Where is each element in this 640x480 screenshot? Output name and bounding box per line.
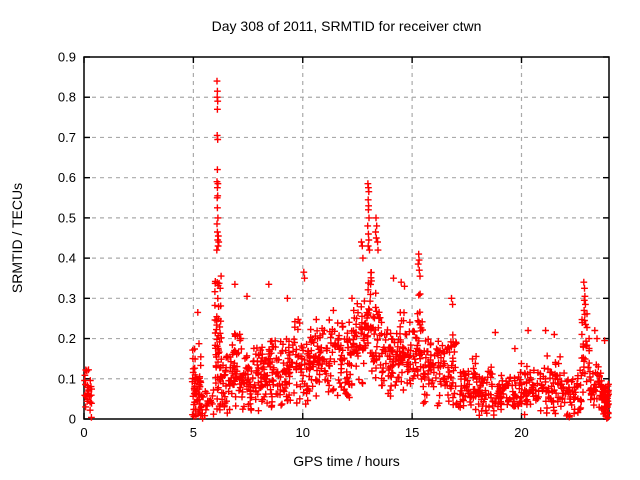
y-tick-label: 0.5 bbox=[58, 210, 76, 225]
y-tick-label: 0.9 bbox=[58, 50, 76, 65]
srmtid-scatter-path bbox=[81, 77, 612, 422]
plot-border bbox=[83, 56, 610, 420]
y-tick-label: 0.8 bbox=[58, 90, 76, 105]
x-tick-label: 0 bbox=[80, 425, 87, 440]
tick-labels: 0 5 10 15 20 0 0.1 0.2 0.3 0.4 0.5 0.6 0.7 0.8 0.9 bbox=[58, 50, 529, 441]
chart-title: Day 308 of 2011, SRMTID for receiver ctw… bbox=[211, 18, 482, 34]
y-tick-label: 0.4 bbox=[58, 251, 76, 266]
tick-marks bbox=[83, 56, 609, 420]
y-tick-label: 0.2 bbox=[58, 331, 76, 346]
y-tick-label: 0.3 bbox=[58, 291, 76, 306]
x-axis-label: GPS time / hours bbox=[293, 453, 400, 469]
x-tick-label: 10 bbox=[296, 425, 310, 440]
x-tick-label: 20 bbox=[514, 425, 528, 440]
y-tick-label: 0 bbox=[69, 412, 76, 427]
y-tick-label: 0.1 bbox=[58, 371, 76, 386]
y-tick-label: 0.6 bbox=[58, 170, 76, 185]
scatter-points bbox=[81, 77, 612, 422]
x-tick-label: 15 bbox=[405, 425, 419, 440]
y-tick-label: 0.7 bbox=[58, 130, 76, 145]
border-rect bbox=[83, 56, 610, 420]
x-tick-label: 5 bbox=[190, 425, 197, 440]
gridlines bbox=[84, 57, 609, 419]
